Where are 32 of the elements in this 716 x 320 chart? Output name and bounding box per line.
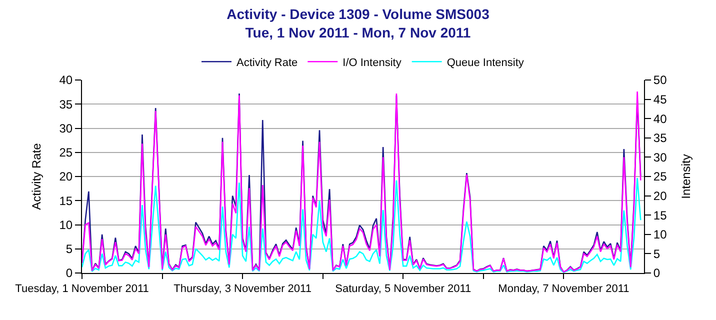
line-series — [82, 177, 642, 273]
x-tick-label: Monday, 7 November 2011 — [498, 283, 630, 296]
y2-tick-label: 5 — [653, 246, 660, 261]
legend-label: I/O Intensity — [342, 56, 402, 69]
y2-tick-label: 30 — [653, 150, 668, 164]
y-axis-title: Activity Rate — [30, 142, 44, 210]
y-tick-label: 10 — [59, 218, 73, 232]
chart-title: Activity - Device 1309 - Volume SMS003 — [226, 6, 490, 22]
y2-tick-label: 50 — [653, 73, 668, 88]
x-tick-label: Saturday, 5 November 2011 — [335, 283, 472, 296]
legend-label: Activity Rate — [236, 56, 298, 69]
y2-tick-label: 45 — [653, 92, 668, 106]
y-tick-label: 20 — [59, 170, 73, 184]
y-tick-label: 5 — [66, 242, 73, 256]
y2-tick-label: 20 — [653, 189, 668, 203]
y-tick-label: 0 — [66, 266, 73, 280]
y2-tick-label: 40 — [653, 112, 668, 126]
legend-label: Queue Intensity — [446, 56, 524, 69]
y2-tick-label: 10 — [653, 228, 668, 242]
y2-tick-label: 15 — [653, 208, 668, 222]
y-tick-label: 35 — [59, 97, 73, 112]
chart-subtitle: Tue, 1 Nov 2011 - Mon, 7 Nov 2011 — [245, 24, 471, 40]
y-tick-label: 25 — [59, 146, 73, 160]
y-tick-label: 15 — [59, 194, 73, 208]
y-tick-label: 40 — [59, 73, 73, 88]
y-tick-label: 30 — [59, 121, 73, 136]
y2-axis-title: Intensity — [678, 154, 693, 199]
y2-tick-label: 0 — [653, 266, 660, 280]
x-tick-label: Tuesday, 1 November 2011 — [15, 283, 149, 296]
x-tick-label: Thursday, 3 November 2011 — [174, 283, 312, 296]
y2-tick-label: 25 — [653, 170, 668, 184]
y2-tick-label: 35 — [653, 131, 668, 146]
